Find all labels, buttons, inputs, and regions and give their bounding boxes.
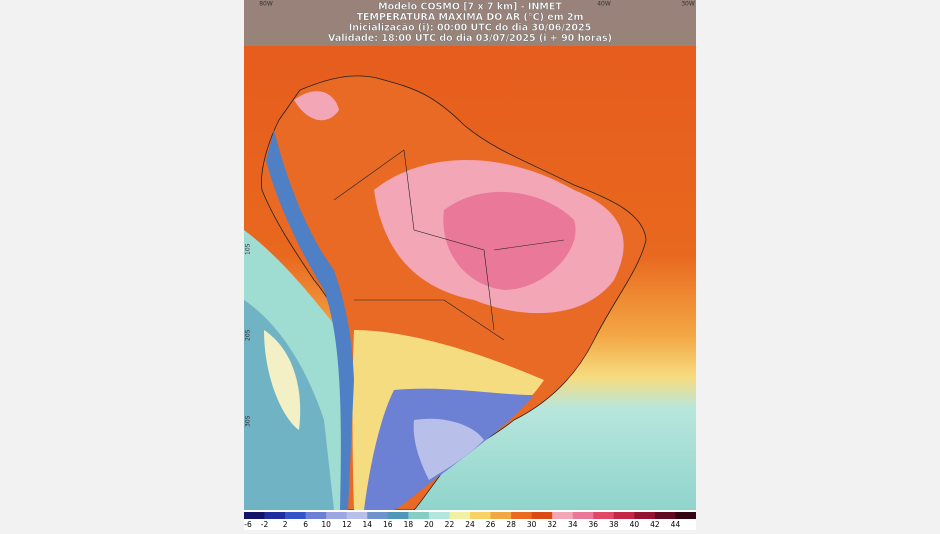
colorbar-label: 38: [609, 520, 619, 529]
colorbar: -6 -2 2 6 10 12 14 16 18 20 22 24 26 28 30 32 34 36 38 40 42…: [244, 510, 697, 530]
colorbar-label: 10: [321, 520, 331, 529]
colorbar-cell: [470, 512, 491, 519]
colorbar-label: 40: [630, 520, 640, 529]
colorbar-label: -2: [261, 520, 269, 529]
header-line: TEMPERATURA MÁXIMA DO AR (°C) em 2m: [357, 11, 584, 23]
colorbar-cell: [613, 512, 635, 519]
colorbar-label: 42: [650, 520, 660, 529]
colorbar-label: 16: [383, 520, 393, 529]
header-line: Inicialização (i): 00:00 UTC do dia 30/0…: [349, 23, 591, 34]
lat-label: 20S: [245, 329, 252, 341]
colorbar-cell: [572, 512, 594, 519]
colorbar-cell: [654, 512, 676, 519]
colorbar-label: 12: [342, 520, 352, 529]
colorbar-label: 14: [362, 520, 372, 529]
borders: [333, 149, 565, 341]
header-line: Modelo COSMO [7 x 7 km] - INMET: [378, 2, 562, 13]
colorbar-cell: [593, 512, 615, 519]
colorbar-label: 44: [671, 520, 681, 529]
colorbar-label: 32: [547, 520, 557, 529]
header: Modelo COSMO [7 x 7 km] - INMETTEMPERATU…: [328, 1, 612, 44]
colorbar-label: 22: [445, 520, 455, 529]
lat-label: 30S: [245, 415, 252, 427]
colorbar-cell: [552, 512, 574, 519]
colorbar-label: 24: [465, 520, 475, 529]
lat-label: 10S: [245, 243, 252, 255]
colorbar-cell: [634, 512, 656, 519]
colorbar-cell: [490, 512, 512, 519]
colorbar-label: 2: [283, 520, 288, 529]
lon-label: 30W: [681, 1, 695, 8]
colorbar-cell: [449, 512, 471, 519]
colorbar-label: 34: [568, 520, 578, 529]
colorbar-label: 30: [527, 520, 537, 529]
colorbar-cell: [264, 512, 286, 519]
colorbar-label: 20: [424, 520, 434, 529]
header-line: Validade: 18:00 UTC do dia 03/07/2025 (i…: [328, 33, 612, 44]
map: Modelo COSMO [7 x 7 km] - INMETTEMPERATU…: [244, 0, 697, 530]
lon-label: 80W: [259, 1, 273, 8]
colorbar-cell: [346, 512, 368, 519]
colorbar-cell: [675, 512, 697, 519]
colorbar-cell: [428, 512, 450, 519]
colorbar-cell: [531, 512, 553, 519]
hot-zone-north: [294, 91, 339, 121]
very-hot-zone: [443, 191, 576, 290]
colorbar-cell: [387, 512, 409, 519]
colorbar-cell: [511, 512, 532, 519]
colorbar-label: 6: [303, 520, 308, 529]
lon-label: 40W: [597, 1, 611, 8]
colorbar-label: 26: [486, 520, 496, 529]
colorbar-label: 18: [404, 520, 414, 529]
colorbar-label: -6: [244, 520, 252, 529]
colorbar-cell: [408, 512, 430, 519]
colorbar-cell: [285, 512, 306, 519]
pacific-warm-patch: [264, 330, 301, 430]
map-panel: Modelo COSMO [7 x 7 km] - INMET TEMPERATU…: [244, 0, 697, 530]
colorbar-label: 28: [506, 520, 516, 529]
andes: [266, 130, 354, 510]
colorbar-cell: [326, 512, 348, 519]
colorbar-cell: [244, 512, 265, 519]
colorbar-label: 36: [588, 520, 598, 529]
colorbar-cell: [367, 512, 389, 519]
header-band: [244, 0, 696, 46]
colorbar-cell: [305, 512, 327, 519]
cool-patch: [413, 418, 484, 480]
